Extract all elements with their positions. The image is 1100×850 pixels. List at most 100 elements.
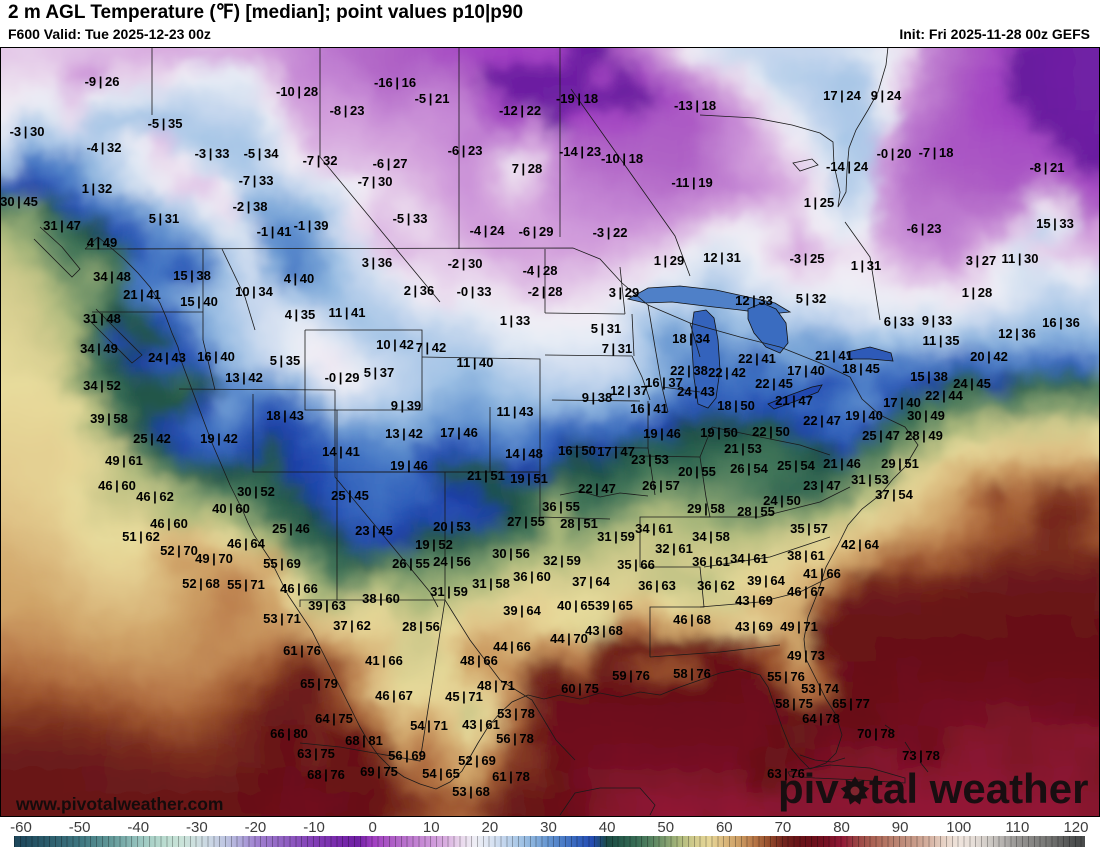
svg-text:49 | 70: 49 | 70	[195, 551, 233, 566]
svg-text:-0 | 29: -0 | 29	[325, 370, 360, 385]
svg-text:1 | 25: 1 | 25	[804, 195, 835, 210]
svg-text:24 | 45: 24 | 45	[953, 376, 991, 391]
svg-text:38 | 61: 38 | 61	[787, 548, 825, 563]
svg-text:22 | 38: 22 | 38	[670, 363, 708, 378]
svg-text:34 | 61: 34 | 61	[635, 521, 673, 536]
svg-text:30 | 52: 30 | 52	[237, 484, 275, 499]
svg-text:12 | 33: 12 | 33	[735, 293, 773, 308]
svg-text:3 | 27: 3 | 27	[966, 253, 997, 268]
svg-text:9 | 38: 9 | 38	[582, 390, 613, 405]
svg-text:68 | 81: 68 | 81	[345, 733, 383, 748]
svg-text:36 | 62: 36 | 62	[697, 578, 735, 593]
svg-text:30 | 49: 30 | 49	[907, 408, 945, 423]
svg-text:19 | 50: 19 | 50	[700, 425, 738, 440]
svg-text:18 | 43: 18 | 43	[266, 408, 304, 423]
svg-text:46 | 66: 46 | 66	[280, 581, 318, 596]
svg-text:63 | 75: 63 | 75	[297, 746, 335, 761]
svg-text:19 | 51: 19 | 51	[510, 471, 548, 486]
svg-text:22 | 47: 22 | 47	[803, 413, 841, 428]
svg-text:28 | 56: 28 | 56	[402, 619, 440, 634]
svg-text:-7 | 30: -7 | 30	[358, 174, 393, 189]
svg-text:46 | 60: 46 | 60	[150, 516, 188, 531]
svg-text:41 | 66: 41 | 66	[803, 566, 841, 581]
svg-text:46 | 64: 46 | 64	[227, 536, 266, 551]
svg-text:-13 | 18: -13 | 18	[674, 98, 716, 113]
svg-text:42 | 64: 42 | 64	[841, 537, 880, 552]
svg-text:13 | 42: 13 | 42	[385, 426, 423, 441]
svg-text:64 | 75: 64 | 75	[315, 711, 353, 726]
svg-text:19 | 52: 19 | 52	[415, 537, 453, 552]
svg-text:18 | 34: 18 | 34	[672, 331, 711, 346]
svg-text:23 | 45: 23 | 45	[355, 523, 393, 538]
svg-text:23 | 53: 23 | 53	[631, 452, 669, 467]
svg-text:51 | 62: 51 | 62	[122, 529, 160, 544]
svg-text:34 | 52: 34 | 52	[83, 378, 121, 393]
svg-text:-8 | 23: -8 | 23	[330, 103, 365, 118]
svg-text:29 | 58: 29 | 58	[687, 501, 725, 516]
svg-text:29 | 51: 29 | 51	[881, 456, 919, 471]
svg-text:43 | 68: 43 | 68	[585, 623, 623, 638]
svg-text:39 | 63: 39 | 63	[308, 598, 346, 613]
svg-text:48 | 66: 48 | 66	[460, 653, 498, 668]
svg-text:48 | 71: 48 | 71	[477, 678, 515, 693]
svg-text:59 | 76: 59 | 76	[612, 668, 650, 683]
svg-text:3 | 36: 3 | 36	[362, 255, 393, 270]
svg-text:52 | 68: 52 | 68	[182, 576, 220, 591]
svg-text:16 | 50: 16 | 50	[558, 443, 596, 458]
svg-text:-3 | 30: -3 | 30	[10, 124, 45, 139]
svg-text:66 | 80: 66 | 80	[270, 726, 308, 741]
svg-text:64 | 78: 64 | 78	[802, 711, 840, 726]
svg-text:35 | 57: 35 | 57	[790, 521, 828, 536]
svg-text:3 | 29: 3 | 29	[609, 285, 640, 300]
svg-text:25 | 54: 25 | 54	[777, 458, 816, 473]
svg-text:-6 | 23: -6 | 23	[907, 221, 942, 236]
svg-text:31 | 59: 31 | 59	[597, 529, 635, 544]
svg-text:5 | 32: 5 | 32	[796, 291, 827, 306]
svg-text:31 | 59: 31 | 59	[430, 584, 468, 599]
svg-text:26 | 55: 26 | 55	[392, 556, 430, 571]
svg-text:-6 | 29: -6 | 29	[519, 224, 554, 239]
svg-text:26 | 54: 26 | 54	[730, 461, 769, 476]
svg-text:9 | 39: 9 | 39	[391, 398, 422, 413]
svg-text:5 | 31: 5 | 31	[591, 321, 622, 336]
svg-text:20 | 53: 20 | 53	[433, 519, 471, 534]
svg-text:25 | 46: 25 | 46	[272, 521, 310, 536]
svg-text:21 | 46: 21 | 46	[823, 456, 861, 471]
svg-text:41 | 66: 41 | 66	[365, 653, 403, 668]
svg-text:-14 | 24: -14 | 24	[826, 159, 869, 174]
svg-text:44 | 66: 44 | 66	[493, 639, 531, 654]
svg-text:-6 | 27: -6 | 27	[373, 156, 408, 171]
svg-text:1 | 31: 1 | 31	[851, 258, 882, 273]
svg-text:40 | 60: 40 | 60	[212, 501, 250, 516]
svg-text:-0 | 20: -0 | 20	[877, 146, 912, 161]
svg-text:22 | 42: 22 | 42	[708, 365, 746, 380]
svg-text:34 | 61: 34 | 61	[730, 551, 768, 566]
svg-text:39 | 65: 39 | 65	[595, 598, 633, 613]
svg-text:-8 | 21: -8 | 21	[1030, 160, 1065, 175]
svg-text:5 | 31: 5 | 31	[149, 211, 180, 226]
svg-text:-5 | 21: -5 | 21	[415, 91, 450, 106]
svg-text:tal weather: tal weather	[869, 765, 1088, 812]
svg-text:46 | 68: 46 | 68	[673, 612, 711, 627]
svg-text:53 | 78: 53 | 78	[497, 706, 535, 721]
svg-text:-1 | 39: -1 | 39	[294, 218, 329, 233]
svg-text:17 | 46: 17 | 46	[440, 425, 478, 440]
svg-text:7 | 28: 7 | 28	[512, 161, 543, 176]
svg-text:46 | 67: 46 | 67	[787, 584, 825, 599]
svg-text:19 | 42: 19 | 42	[200, 431, 238, 446]
svg-text:69 | 75: 69 | 75	[360, 764, 398, 779]
svg-text:9 | 33: 9 | 33	[922, 313, 953, 328]
svg-text:14 | 48: 14 | 48	[505, 446, 543, 461]
svg-text:-2 | 28: -2 | 28	[528, 284, 563, 299]
svg-text:36 | 55: 36 | 55	[542, 499, 580, 514]
svg-text:31 | 58: 31 | 58	[472, 576, 510, 591]
svg-text:36 | 63: 36 | 63	[638, 578, 676, 593]
svg-text:56 | 69: 56 | 69	[388, 748, 426, 763]
svg-text:16 | 37: 16 | 37	[645, 375, 683, 390]
svg-text:34 | 58: 34 | 58	[692, 529, 730, 544]
svg-text:55 | 71: 55 | 71	[227, 577, 265, 592]
svg-text:www.pivotalweather.com: www.pivotalweather.com	[15, 794, 223, 814]
svg-text:31 | 48: 31 | 48	[83, 311, 121, 326]
svg-text:25 | 42: 25 | 42	[133, 431, 171, 446]
svg-text:61 | 76: 61 | 76	[283, 643, 321, 658]
